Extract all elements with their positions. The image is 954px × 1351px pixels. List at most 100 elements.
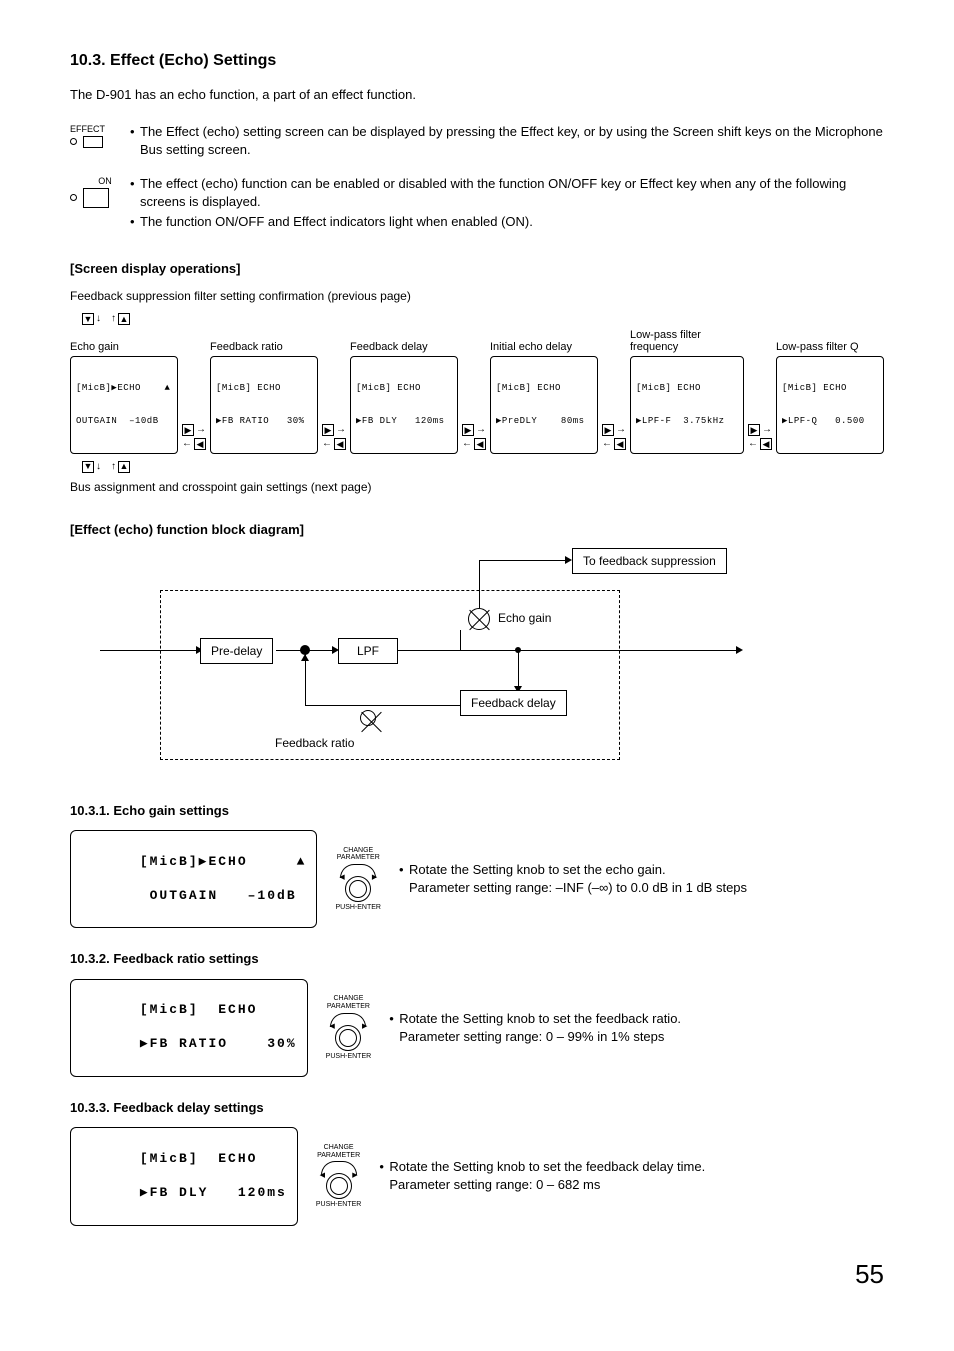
arrow-up-icon: ▲ bbox=[118, 461, 130, 473]
flow-arrows: ▶→ ←◀ bbox=[462, 424, 486, 454]
arrowhead-up-icon bbox=[301, 654, 309, 661]
lcd-line1: [MicB]▶ECHO ▲ bbox=[76, 383, 172, 394]
lcd-lpf-q: [MicB] ECHO ▶LPF-Q 0.500 bbox=[776, 356, 884, 454]
effect-key-row: EFFECT The Effect (echo) setting screen … bbox=[70, 123, 884, 161]
screen-label: Low-pass filter frequency bbox=[630, 329, 744, 353]
effect-key-text: The Effect (echo) setting screen can be … bbox=[130, 123, 884, 161]
flow-arrows: ▶→ ←◀ bbox=[748, 424, 772, 454]
effect-key-label: EFFECT bbox=[70, 124, 105, 134]
lcd-line2: ▶FB DLY 120ms bbox=[356, 416, 452, 427]
lcd-line2: ▶FB RATIO 30% bbox=[140, 1036, 297, 1051]
knob-arc-icon bbox=[330, 1013, 366, 1027]
desc-range: Parameter setting range: –INF (–∞) to 0.… bbox=[399, 879, 884, 897]
next-page-caption: Bus assignment and crosspoint gain setti… bbox=[70, 479, 884, 496]
block-diagram: Pre-delay LPF Echo gain To feedback supp… bbox=[100, 550, 740, 780]
fb-gain-icon bbox=[360, 710, 376, 726]
sub-title: 10.3.2. Feedback ratio settings bbox=[70, 950, 884, 968]
screen-fb-ratio: Feedback ratio [MicB] ECHO ▶FB RATIO 30% bbox=[210, 329, 318, 454]
effect-bullet: The Effect (echo) setting screen can be … bbox=[130, 123, 884, 159]
page-number: 55 bbox=[70, 1256, 884, 1292]
lcd-line2: OUTGAIN –10dB bbox=[140, 888, 297, 903]
node-pre-delay: Pre-delay bbox=[200, 638, 273, 665]
arrowhead-right-icon bbox=[565, 556, 572, 564]
knob-circle-icon bbox=[326, 1173, 352, 1199]
subsection-fb-ratio: 10.3.2. Feedback ratio settings [MicB] E… bbox=[70, 950, 884, 1077]
diagram-line bbox=[479, 560, 480, 608]
lcd-echo-gain-big: [MicB]▶ECHO ▲ OUTGAIN –10dB bbox=[70, 830, 317, 928]
lcd-predly: [MicB] ECHO ▶PreDLY 80ms bbox=[490, 356, 598, 454]
nav-arrows-bottom: ▼ ↓ ↑ ▲ bbox=[82, 461, 130, 473]
section-title: 10.3. Effect (Echo) Settings bbox=[70, 50, 884, 72]
screen-predly: Initial echo delay [MicB] ECHO ▶PreDLY 8… bbox=[490, 329, 598, 454]
lcd-line1: [MicB] ECHO bbox=[140, 1151, 258, 1166]
effect-led-icon bbox=[70, 138, 77, 145]
knob-label-top1: CHANGE bbox=[324, 1144, 354, 1151]
node-lpf: LPF bbox=[338, 638, 398, 665]
desc-bullet: Rotate the Setting knob to set the feedb… bbox=[379, 1158, 884, 1176]
screen-fb-delay: Feedback delay [MicB] ECHO ▶FB DLY 120ms bbox=[350, 329, 458, 454]
label-feedback-ratio: Feedback ratio bbox=[275, 735, 354, 752]
up-arrow-icon: ↑ bbox=[111, 462, 116, 472]
arrow-up-icon: ▲ bbox=[118, 313, 130, 325]
screen-lpf-q: Low-pass filter Q [MicB] ECHO ▶LPF-Q 0.5… bbox=[776, 329, 884, 454]
knob-label-top2: PARAMETER bbox=[327, 1003, 370, 1010]
sub-desc: Rotate the Setting knob to set the feedb… bbox=[389, 1010, 884, 1046]
lcd-line2: OUTGAIN –10dB bbox=[76, 416, 172, 427]
nav-arrows-top: ▼ ↓ ↑ ▲ bbox=[82, 313, 130, 325]
knob-label-bottom: PUSH-ENTER bbox=[316, 1201, 362, 1209]
sub-desc: Rotate the Setting knob to set the feedb… bbox=[379, 1158, 884, 1194]
arrow-left-icon: ◀ bbox=[614, 438, 626, 450]
left-arrow-icon: ← bbox=[182, 439, 192, 449]
diagram-line bbox=[398, 650, 468, 651]
on-key-icon: ON bbox=[70, 175, 130, 208]
screen-label: Initial echo delay bbox=[490, 329, 598, 353]
right-arrow-icon: → bbox=[476, 425, 486, 435]
knob-label-top2: PARAMETER bbox=[317, 1152, 360, 1159]
desc-bullet: Rotate the Setting knob to set the feedb… bbox=[389, 1010, 884, 1028]
left-arrow-icon: ← bbox=[322, 439, 332, 449]
right-arrow-icon: → bbox=[762, 425, 772, 435]
lcd-line1: [MicB]▶ECHO ▲ bbox=[140, 854, 307, 869]
block-heading: [Effect (echo) function block diagram] bbox=[70, 521, 884, 539]
setting-knob-icon: CHANGEPARAMETER PUSH-ENTER bbox=[326, 995, 372, 1060]
diagram-line bbox=[479, 560, 569, 561]
setting-knob-icon: CHANGEPARAMETER PUSH-ENTER bbox=[316, 1144, 362, 1209]
desc-range: Parameter setting range: 0 – 682 ms bbox=[379, 1176, 884, 1194]
lcd-line1: [MicB] ECHO bbox=[636, 383, 738, 394]
effect-button-icon bbox=[83, 136, 103, 148]
lcd-line1: [MicB] ECHO bbox=[782, 383, 878, 394]
knob-label-bottom: PUSH-ENTER bbox=[335, 904, 381, 912]
knob-label-bottom: PUSH-ENTER bbox=[326, 1053, 372, 1061]
right-arrow-icon: → bbox=[196, 425, 206, 435]
prev-page-caption: Feedback suppression filter setting conf… bbox=[70, 288, 884, 305]
arrow-right-icon: ▶ bbox=[462, 424, 474, 436]
left-arrow-icon: ← bbox=[748, 439, 758, 449]
arrowhead-right-icon bbox=[736, 646, 743, 654]
lcd-fb-delay: [MicB] ECHO ▶FB DLY 120ms bbox=[350, 356, 458, 454]
node-feedback-delay: Feedback delay bbox=[460, 690, 567, 717]
arrow-left-icon: ◀ bbox=[760, 438, 772, 450]
lcd-line1: [MicB] ECHO bbox=[496, 383, 592, 394]
screen-label: Low-pass filter Q bbox=[776, 329, 884, 353]
lcd-lpf-f: [MicB] ECHO ▶LPF-F 3.75kHz bbox=[630, 356, 744, 454]
lcd-line2: ▶LPF-Q 0.500 bbox=[782, 416, 878, 427]
knob-label-top1: CHANGE bbox=[343, 847, 373, 854]
sub-title: 10.3.3. Feedback delay settings bbox=[70, 1099, 884, 1117]
knob-label-top1: CHANGE bbox=[333, 995, 363, 1002]
arrow-down-icon: ▼ bbox=[82, 461, 94, 473]
lcd-fb-ratio-big: [MicB] ECHO ▶FB RATIO 30% bbox=[70, 979, 308, 1077]
lcd-line2: ▶FB DLY 120ms bbox=[140, 1185, 287, 1200]
label-echo-gain: Echo gain bbox=[498, 610, 551, 627]
arrow-left-icon: ◀ bbox=[474, 438, 486, 450]
on-bullet-2: The function ON/OFF and Effect indicator… bbox=[130, 213, 884, 231]
on-key-text: The effect (echo) function can be enable… bbox=[130, 175, 884, 234]
setting-knob-icon: CHANGEPARAMETER PUSH-ENTER bbox=[335, 847, 381, 912]
down-arrow-icon: ↓ bbox=[96, 314, 101, 324]
subsection-echo-gain: 10.3.1. Echo gain settings [MicB]▶ECHO ▲… bbox=[70, 802, 884, 929]
arrow-right-icon: ▶ bbox=[748, 424, 760, 436]
screen-lpf-f: Low-pass filter frequency [MicB] ECHO ▶L… bbox=[630, 329, 744, 454]
sub-desc: Rotate the Setting knob to set the echo … bbox=[399, 861, 884, 897]
screen-label: Feedback ratio bbox=[210, 329, 318, 353]
desc-range: Parameter setting range: 0 – 99% in 1% s… bbox=[389, 1028, 884, 1046]
intro-text: The D-901 has an echo function, a part o… bbox=[70, 86, 884, 104]
